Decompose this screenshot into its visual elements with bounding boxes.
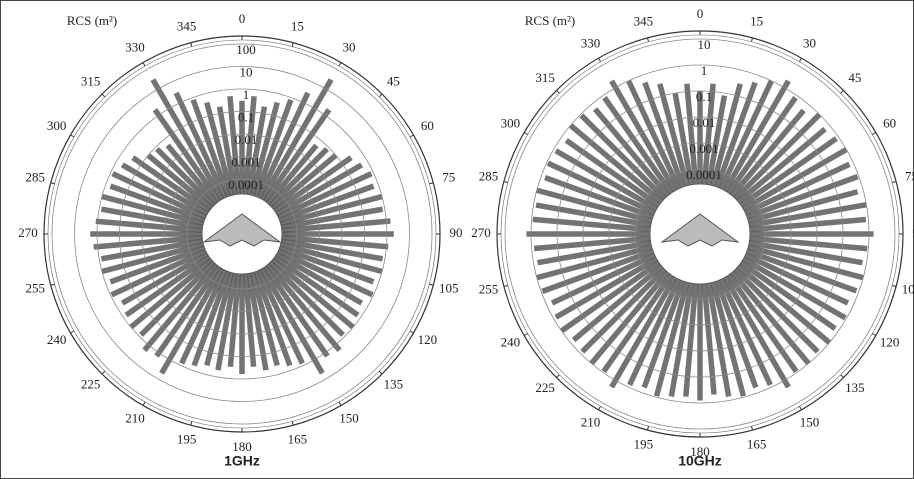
r-tick-label: 0.1 (696, 89, 712, 104)
theta-tick-label: 90 (450, 225, 463, 240)
theta-tick-label: 240 (501, 334, 521, 349)
theta-tick-label: 255 (26, 280, 46, 295)
theta-tick-label: 330 (581, 35, 601, 50)
theta-tick-label: 315 (535, 70, 555, 85)
theta-tick-label: 120 (880, 334, 900, 349)
r-axis-label: RCS (m²) (67, 13, 118, 28)
theta-tick-label: 210 (581, 415, 601, 430)
theta-tick-label: 30 (803, 35, 816, 50)
r-tick-label: 1 (243, 87, 250, 102)
theta-tick-label: 135 (384, 376, 404, 391)
chart-title: 1GHz (224, 453, 260, 469)
theta-tick-label: 105 (902, 282, 914, 297)
theta-tick-label: 270 (471, 225, 491, 240)
theta-tick-label: 60 (883, 115, 896, 130)
r-tick-label: 0.001 (231, 154, 260, 169)
r-tick-label: 0.0001 (686, 167, 722, 182)
theta-tick-label: 15 (291, 18, 304, 33)
theta-tick-label: 345 (634, 13, 654, 28)
theta-tick-label: 225 (535, 380, 555, 395)
theta-tick-label: 315 (81, 74, 101, 89)
theta-tick-label: 165 (747, 437, 767, 452)
theta-tick-label: 195 (177, 432, 197, 447)
theta-tick-label: 75 (905, 168, 914, 183)
theta-tick-label: 30 (343, 40, 356, 55)
r-tick-label: 0.001 (689, 141, 718, 156)
theta-tick-label: 165 (288, 432, 308, 447)
theta-tick-label: 345 (177, 18, 197, 33)
theta-tick-label: 15 (750, 13, 763, 28)
theta-tick-label: 210 (125, 410, 145, 425)
chart-title: 10GHz (678, 453, 722, 469)
theta-tick-label: 330 (125, 40, 145, 55)
r-tick-label: 0.01 (235, 132, 258, 147)
theta-tick-label: 135 (845, 380, 865, 395)
theta-tick-label: 75 (442, 170, 455, 185)
theta-tick-label: 240 (47, 332, 67, 347)
theta-tick-label: 285 (26, 170, 46, 185)
r-tick-label: 10 (240, 64, 253, 79)
theta-tick-label: 255 (479, 282, 499, 297)
r-tick-label: 1 (701, 63, 708, 78)
theta-tick-label: 285 (479, 168, 499, 183)
theta-tick-label: 45 (387, 74, 400, 89)
r-axis-label: RCS (m²) (525, 13, 576, 28)
theta-tick-label: 300 (47, 118, 67, 133)
theta-tick-label: 60 (421, 118, 434, 133)
theta-tick-label: 0 (239, 11, 246, 26)
r-tick-label: 10 (698, 37, 711, 52)
r-tick-label: 0.01 (693, 115, 716, 130)
theta-tick-label: 150 (800, 415, 820, 430)
theta-tick-label: 0 (697, 6, 704, 21)
theta-tick-label: 225 (81, 376, 101, 391)
r-tick-label: 0.1 (238, 109, 254, 124)
figure: 1001010.10.010.0010.00010153045607590105… (0, 0, 914, 479)
r-tick-label: 0.0001 (228, 177, 264, 192)
theta-tick-label: 120 (418, 332, 438, 347)
theta-tick-label: 270 (18, 225, 38, 240)
theta-tick-label: 45 (848, 70, 861, 85)
r-tick-label: 100 (236, 42, 256, 57)
theta-tick-label: 300 (501, 115, 521, 130)
theta-tick-label: 150 (339, 410, 359, 425)
theta-tick-label: 195 (634, 437, 654, 452)
theta-tick-label: 105 (439, 280, 459, 295)
